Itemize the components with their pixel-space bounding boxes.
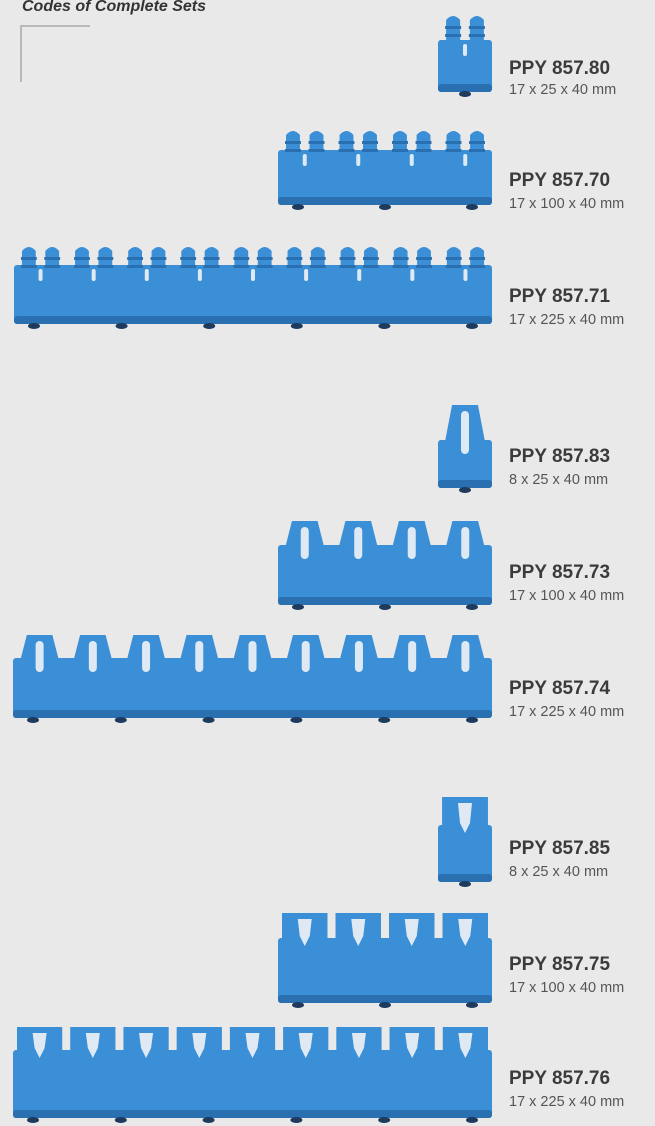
product-code: PPY 857.71: [509, 286, 611, 307]
rack-peg: [446, 247, 461, 265]
rack-peg: [340, 247, 355, 265]
rack-body: [14, 265, 492, 324]
rack-foot: [292, 1002, 304, 1008]
rack-foot: [459, 881, 471, 887]
rack-foot: [378, 1117, 391, 1123]
product-code: PPY 857.85: [509, 838, 611, 859]
rack-peg: [310, 247, 325, 265]
rack-foot: [115, 323, 128, 329]
rack-peg: [181, 247, 196, 265]
rack-peg: [21, 247, 36, 265]
rack-peg: [364, 247, 378, 265]
rack-foot: [290, 717, 303, 723]
rack-foot: [203, 323, 216, 329]
rack-peg: [417, 247, 431, 265]
product-dimensions: 17 x 225 x 40 mm: [509, 1094, 625, 1110]
rack-foot: [466, 604, 478, 610]
rack-peg: [234, 247, 249, 265]
rack-image: [438, 16, 492, 97]
rack-peg: [287, 247, 302, 265]
rack-foot: [466, 1002, 478, 1008]
rack-image: [13, 1027, 492, 1123]
rack-peg: [416, 131, 431, 150]
product-code: PPY 857.73: [509, 562, 611, 583]
rack-peg: [339, 131, 354, 150]
corner-bracket: [20, 25, 90, 82]
rack-foot: [379, 1002, 391, 1008]
rack-peg: [128, 247, 142, 265]
rack-body: [278, 545, 492, 605]
rack-body: [438, 825, 492, 882]
product-code: PPY 857.70: [509, 170, 611, 191]
rack-peg: [470, 247, 485, 265]
rack-foot: [202, 717, 215, 723]
rack-foot: [114, 1117, 127, 1123]
rack-image: [13, 635, 492, 723]
rack-peg: [151, 247, 166, 265]
rack-foot: [459, 487, 471, 493]
rack-body: [13, 658, 492, 718]
rack-foot: [28, 323, 40, 329]
rack-foot: [27, 717, 39, 723]
rack-body: [278, 938, 492, 1003]
rack-body: [438, 440, 492, 488]
rack-peg: [363, 131, 377, 150]
rack-foot: [379, 204, 391, 210]
rack-image: [278, 521, 492, 610]
product-dimensions: 17 x 225 x 40 mm: [509, 312, 625, 328]
rack-body: [438, 40, 492, 92]
rack-foot: [466, 717, 478, 723]
product-dimensions: 8 x 25 x 40 mm: [509, 864, 609, 880]
rack-peg: [45, 247, 60, 265]
product-dimensions: 17 x 25 x 40 mm: [509, 82, 617, 98]
rack-foot: [290, 1117, 303, 1123]
rack-image: [14, 247, 492, 329]
product-code: PPY 857.80: [509, 58, 611, 79]
rack-foot: [466, 204, 478, 210]
rack-peg: [257, 247, 272, 265]
product-dimensions: 17 x 100 x 40 mm: [509, 588, 625, 604]
rack-foot: [466, 1117, 478, 1123]
rack-foot: [466, 323, 478, 329]
rack-image: [278, 913, 492, 1008]
product-dimensions: 17 x 100 x 40 mm: [509, 196, 625, 212]
rack-image: [438, 405, 492, 493]
rack-foot: [379, 604, 391, 610]
rack-foot: [27, 1117, 39, 1123]
rack-foot: [378, 323, 391, 329]
rack-foot: [378, 717, 391, 723]
rack-image: [438, 797, 492, 887]
product-code: PPY 857.83: [509, 446, 611, 467]
page-title: Codes of Complete Sets: [22, 0, 207, 15]
rack-peg: [446, 131, 461, 150]
rack-peg: [393, 247, 408, 265]
product-dimensions: 17 x 225 x 40 mm: [509, 704, 625, 720]
rack-peg: [470, 131, 484, 150]
rack-peg: [75, 247, 89, 265]
rack-peg: [309, 131, 324, 150]
product-dimensions: 17 x 100 x 40 mm: [509, 980, 625, 996]
rack-peg: [204, 247, 219, 265]
product-code: PPY 857.75: [509, 954, 611, 975]
product-code: PPY 857.74: [509, 678, 611, 699]
rack-foot: [292, 204, 304, 210]
rack-foot: [290, 323, 303, 329]
rack-foot: [292, 604, 304, 610]
rack-foot: [202, 1117, 215, 1123]
rack-body: [278, 150, 492, 205]
rack-body: [13, 1050, 492, 1118]
rack-foot: [114, 717, 127, 723]
rack-peg: [286, 131, 300, 150]
rack-peg: [98, 247, 113, 265]
rack-image: [278, 131, 492, 210]
rack-peg: [393, 131, 407, 150]
product-dimensions: 8 x 25 x 40 mm: [509, 472, 609, 488]
rack-foot: [459, 91, 471, 97]
product-code: PPY 857.76: [509, 1068, 611, 1089]
